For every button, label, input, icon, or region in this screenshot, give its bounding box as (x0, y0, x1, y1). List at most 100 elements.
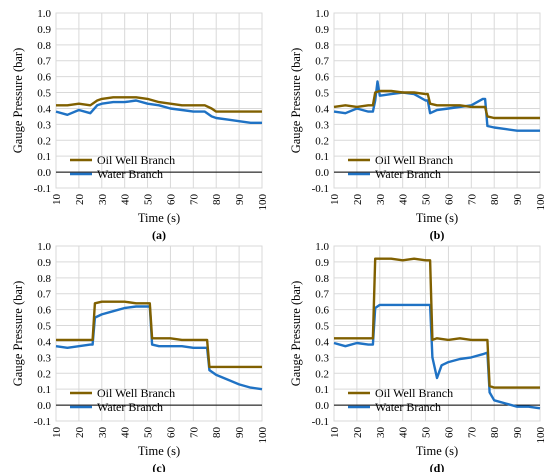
y-tick-label: 0.9 (37, 257, 51, 269)
y-axis-label: Gauge Pressure (bar) (289, 48, 303, 154)
chart-panel-4: -0.1 0.0 0.1 0.2 0.3 0.4 0.5 0.6 0.7 0.8 0.9 1.0 10 2… (289, 241, 547, 472)
y-tick-label: 0.5 (315, 88, 329, 100)
x-tick-label: 100 (535, 194, 547, 211)
series-line-water-branch (333, 80, 540, 132)
x-tick-label: 80 (211, 194, 223, 206)
y-tick-label: 1.0 (37, 8, 51, 20)
series-line-water-branch (55, 305, 263, 391)
x-tick-label: 30 (97, 427, 109, 439)
y-tick-label: 0.5 (315, 321, 329, 333)
y-tick-label: 0.2 (37, 135, 51, 147)
x-tick-label: 80 (211, 427, 223, 439)
y-tick-label: 0.1 (37, 384, 51, 396)
x-tick-label: 30 (97, 194, 109, 206)
x-tick-label: 40 (120, 427, 132, 439)
x-tick-label: 70 (188, 194, 200, 206)
x-tick-label: 40 (120, 194, 132, 206)
y-tick-label: 0.6 (315, 305, 329, 317)
y-tick-label: 0.8 (37, 40, 51, 52)
y-tick-label: 0.2 (315, 368, 329, 380)
x-tick-label: 60 (443, 194, 455, 206)
y-tick-label: 0.9 (37, 24, 51, 36)
y-tick-label: -0.1 (312, 416, 329, 428)
y-tick-label: 0.1 (315, 151, 329, 163)
y-tick-label: 0.4 (37, 336, 51, 348)
y-tick-label: 0.3 (37, 119, 51, 131)
y-tick-label: -0.1 (34, 416, 51, 428)
y-tick-label: 1.0 (315, 241, 329, 253)
chart-panel-3: -0.1 0.0 0.1 0.2 0.3 0.4 0.5 0.6 0.7 0.8 0.9 1.0 10 2… (11, 241, 269, 472)
x-tick-label: 50 (421, 194, 433, 206)
y-tick-label: 0.0 (315, 400, 329, 412)
x-axis-label: Time (s) (416, 444, 458, 458)
x-tick-label: 20 (352, 427, 364, 439)
legend-label: Oil Well Branch (97, 386, 175, 400)
y-tick-label: 0.3 (315, 352, 329, 364)
x-tick-label: 100 (257, 427, 269, 444)
x-axis-label: Time (s) (138, 444, 180, 458)
x-tick-label: 90 (234, 194, 246, 206)
y-tick-label: 0.8 (37, 273, 51, 285)
y-tick-label: 0.9 (315, 257, 329, 269)
y-tick-label: 0.5 (37, 88, 51, 100)
legend-label: Water Branch (375, 167, 441, 181)
x-tick-label: 30 (375, 427, 387, 439)
x-tick-label: 40 (398, 427, 410, 439)
y-tick-label: 0.0 (37, 167, 51, 179)
x-tick-label: 90 (234, 427, 246, 439)
y-tick-label: 0.7 (315, 56, 329, 68)
x-tick-label: 80 (489, 427, 501, 439)
x-tick-label: 100 (257, 194, 269, 211)
series-line-oil-well-branch (334, 257, 540, 389)
x-tick-label: 10 (329, 427, 341, 439)
y-tick-label: 0.1 (37, 151, 51, 163)
y-tick-label: 0.8 (315, 40, 329, 52)
y-tick-label: -0.1 (312, 183, 329, 195)
x-tick-label: 10 (51, 427, 63, 439)
panel-caption: (d) (430, 461, 445, 472)
x-tick-label: 30 (375, 194, 387, 206)
y-tick-label: 0.4 (315, 103, 329, 115)
legend-label: Water Branch (97, 167, 163, 181)
x-tick-label: 10 (51, 194, 63, 206)
y-tick-label: 0.6 (315, 72, 329, 84)
x-tick-label: 50 (143, 194, 155, 206)
panel-caption: (c) (152, 461, 165, 472)
y-tick-label: 0.0 (37, 400, 51, 412)
legend-label: Water Branch (375, 400, 441, 414)
y-tick-label: 0.6 (37, 72, 51, 84)
x-tick-label: 90 (512, 427, 524, 439)
y-tick-label: 0.7 (315, 289, 329, 301)
x-tick-label: 90 (512, 194, 524, 206)
y-tick-label: 0.4 (37, 103, 51, 115)
y-axis-label: Gauge Pressure (bar) (289, 281, 303, 387)
x-axis-label: Time (s) (416, 211, 458, 225)
x-tick-label: 70 (188, 427, 200, 439)
chart-panel-1: -0.1 0.0 0.1 0.2 0.3 0.4 0.5 0.6 0.7 0.8 0.9 1.0 10 2… (11, 8, 269, 242)
panel-caption: (a) (152, 228, 166, 242)
x-tick-label: 80 (489, 194, 501, 206)
panel-caption: (b) (430, 228, 445, 242)
y-tick-label: 0.8 (315, 273, 329, 285)
x-axis-label: Time (s) (138, 211, 180, 225)
y-tick-label: 0.7 (37, 56, 51, 68)
y-tick-label: 0.1 (315, 384, 329, 396)
x-tick-label: 70 (466, 194, 478, 206)
y-tick-label: 0.0 (315, 167, 329, 179)
y-tick-label: 0.2 (37, 368, 51, 380)
y-tick-label: 0.2 (315, 135, 329, 147)
y-tick-label: 1.0 (315, 8, 329, 20)
y-tick-label: 0.6 (37, 305, 51, 317)
x-tick-label: 20 (352, 194, 364, 206)
y-axis-label: Gauge Pressure (bar) (11, 48, 25, 154)
series-line-oil-well-branch (56, 300, 262, 369)
x-tick-label: 60 (443, 427, 455, 439)
legend-label: Oil Well Branch (375, 153, 453, 167)
legend-label: Water Branch (97, 400, 163, 414)
x-tick-label: 70 (466, 427, 478, 439)
x-tick-label: 10 (329, 194, 341, 206)
y-tick-label: 0.5 (37, 321, 51, 333)
series-line-oil-well-branch (333, 89, 540, 120)
y-tick-label: 0.9 (315, 24, 329, 36)
x-tick-label: 50 (421, 427, 433, 439)
